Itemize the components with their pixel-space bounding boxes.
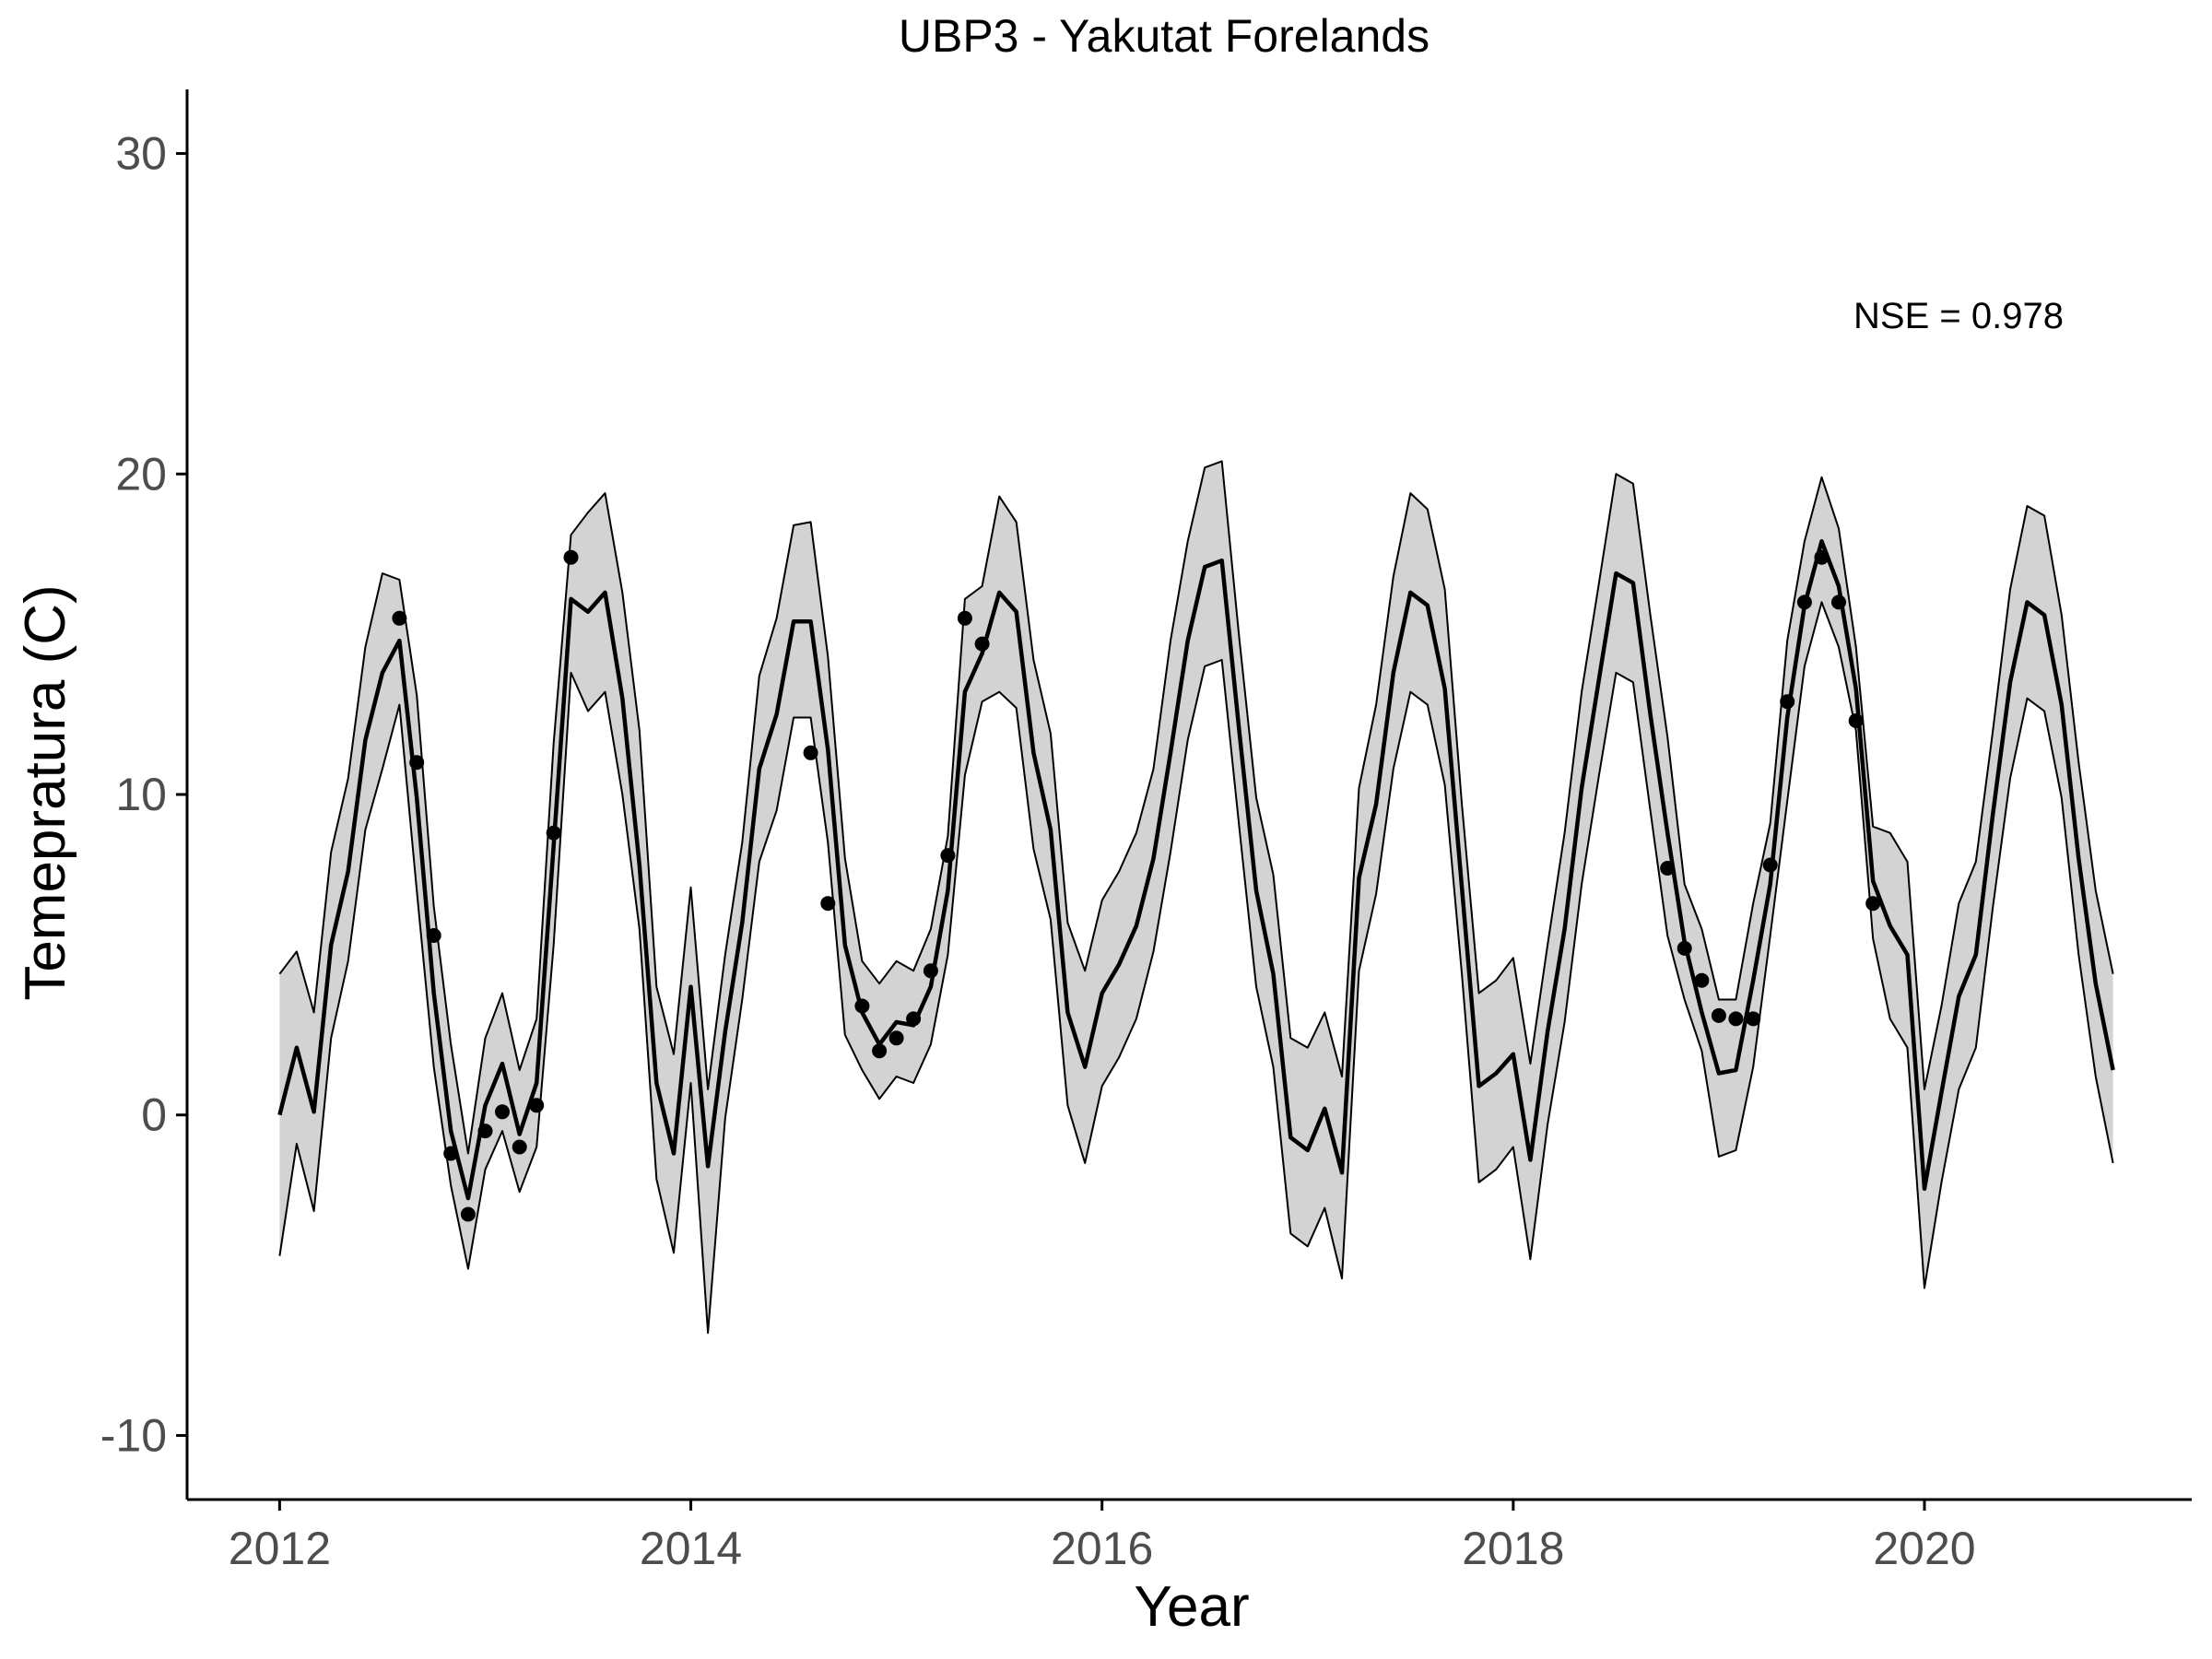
observed-point [409, 755, 424, 770]
observed-point [820, 896, 835, 911]
x-tick-label: 2012 [229, 1523, 331, 1574]
observed-point [924, 963, 938, 978]
observed-point [392, 611, 406, 626]
x-tick-label: 2020 [1873, 1523, 1975, 1574]
observed-point [461, 1207, 476, 1222]
y-axis-label: Temepratura (C) [14, 584, 77, 1000]
y-tick-label: 30 [115, 128, 167, 180]
observed-point [854, 999, 869, 1014]
observed-point [547, 826, 561, 841]
observed-point [958, 611, 972, 626]
observed-point [443, 1147, 458, 1161]
observed-point [1728, 1011, 1743, 1026]
observed-point [1831, 594, 1846, 609]
x-axis-ticks: 2012 2014 2016 2018 2020 [229, 1500, 1976, 1574]
observed-point [906, 1011, 921, 1026]
observed-point [1763, 858, 1778, 873]
observed-point [940, 848, 955, 863]
observed-point [1849, 713, 1864, 728]
observed-point [427, 928, 441, 943]
observed-point [1780, 694, 1794, 709]
observed-point [872, 1043, 887, 1058]
observed-point [1865, 896, 1880, 911]
x-tick-label: 2018 [1462, 1523, 1564, 1574]
observed-point [1660, 861, 1675, 876]
observed-point [1797, 594, 1812, 609]
y-tick-label: 0 [141, 1089, 167, 1141]
y-tick-label: 20 [115, 448, 167, 500]
y-axis-ticks: -10 0 10 20 30 [100, 128, 187, 1462]
y-tick-label: -10 [100, 1409, 167, 1461]
observed-point [512, 1140, 527, 1155]
observed-point [1694, 973, 1709, 988]
observed-point [1746, 1011, 1760, 1026]
x-tick-label: 2016 [1051, 1523, 1153, 1574]
observed-point [1815, 550, 1830, 565]
observed-point [975, 637, 990, 652]
observed-point [1677, 941, 1692, 956]
x-axis-label: Year [1134, 1575, 1249, 1639]
observed-point [564, 550, 579, 565]
observed-point [478, 1124, 493, 1138]
chart-title: UBP3 - Yakutat Forelands [899, 10, 1430, 62]
observed-point [529, 1098, 544, 1112]
nse-annotation: NSE = 0.978 [1853, 296, 2064, 336]
observed-point [889, 1030, 904, 1045]
y-tick-label: 10 [115, 769, 167, 820]
observed-point [804, 746, 818, 760]
lower-bound-line [279, 602, 2112, 1333]
observed-point [1712, 1008, 1726, 1023]
observed-point [495, 1104, 510, 1119]
x-tick-label: 2014 [640, 1523, 742, 1574]
